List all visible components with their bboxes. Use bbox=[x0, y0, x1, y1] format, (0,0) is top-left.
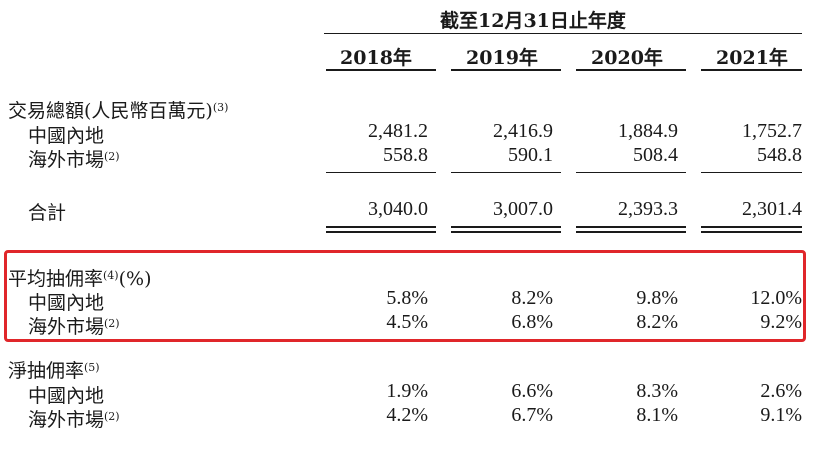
table-cell: 2,481.2 bbox=[368, 120, 428, 142]
table-cell: 590.1 bbox=[508, 144, 553, 166]
header-rule bbox=[324, 33, 802, 34]
year-2020: 2020年 bbox=[591, 47, 663, 69]
row-label: 中國內地 bbox=[28, 292, 105, 314]
subtotal-rule bbox=[451, 172, 561, 173]
table-cell: 9.8% bbox=[636, 287, 678, 309]
double-rule bbox=[576, 231, 686, 233]
total-cell: 2,393.3 bbox=[618, 198, 678, 220]
table-cell: 558.8 bbox=[383, 144, 428, 166]
table-cell: 6.6% bbox=[511, 380, 553, 402]
table-cell: 548.8 bbox=[757, 144, 802, 166]
subtotal-rule bbox=[326, 172, 436, 173]
double-rule bbox=[701, 231, 802, 233]
year-2021: 2021年 bbox=[716, 47, 788, 69]
table-cell: 2.6% bbox=[760, 380, 802, 402]
subtotal-rule bbox=[701, 172, 802, 173]
table-cell: 8.2% bbox=[636, 311, 678, 333]
double-rule bbox=[326, 231, 436, 233]
double-rule bbox=[701, 226, 802, 228]
year-underline bbox=[451, 69, 561, 71]
table-cell: 8.2% bbox=[511, 287, 553, 309]
period-title: 截至12月31日止年度 bbox=[440, 10, 626, 32]
section-title-avg-take-rate: 平均抽佣率(4)(%) bbox=[8, 268, 152, 290]
table-cell: 8.3% bbox=[636, 380, 678, 402]
table-cell: 2,416.9 bbox=[493, 120, 553, 142]
row-label: 海外市場(2) bbox=[28, 316, 120, 338]
section-title-net-take-rate: 淨抽佣率(5) bbox=[8, 360, 100, 382]
subtotal-rule bbox=[576, 172, 686, 173]
table-cell: 6.8% bbox=[511, 311, 553, 333]
double-rule bbox=[451, 226, 561, 228]
year-underline bbox=[576, 69, 686, 71]
table-cell: 1,752.7 bbox=[742, 120, 802, 142]
total-cell: 3,007.0 bbox=[493, 198, 553, 220]
double-rule bbox=[576, 226, 686, 228]
section-title-gmv: 交易總額(人民幣百萬元)(3) bbox=[8, 100, 229, 122]
table-cell: 9.2% bbox=[760, 311, 802, 333]
double-rule bbox=[326, 226, 436, 228]
table-cell: 4.5% bbox=[386, 311, 428, 333]
table-cell: 6.7% bbox=[511, 404, 553, 426]
table-cell: 12.0% bbox=[750, 287, 802, 309]
year-underline bbox=[326, 69, 436, 71]
row-label: 中國內地 bbox=[28, 125, 105, 147]
total-cell: 2,301.4 bbox=[742, 198, 802, 220]
table-cell: 4.2% bbox=[386, 404, 428, 426]
table-cell: 5.8% bbox=[386, 287, 428, 309]
row-label: 中國內地 bbox=[28, 385, 105, 407]
table-cell: 8.1% bbox=[636, 404, 678, 426]
table-cell: 508.4 bbox=[633, 144, 678, 166]
double-rule bbox=[451, 231, 561, 233]
year-underline bbox=[701, 69, 802, 71]
year-2019: 2019年 bbox=[466, 47, 538, 69]
total-label: 合計 bbox=[28, 202, 67, 224]
year-2018: 2018年 bbox=[340, 47, 412, 69]
table-cell: 1.9% bbox=[386, 380, 428, 402]
table-cell: 1,884.9 bbox=[618, 120, 678, 142]
table-cell: 9.1% bbox=[760, 404, 802, 426]
total-cell: 3,040.0 bbox=[368, 198, 428, 220]
highlight-box bbox=[4, 250, 806, 342]
row-label: 海外市場(2) bbox=[28, 149, 120, 171]
row-label: 海外市場(2) bbox=[28, 409, 120, 431]
